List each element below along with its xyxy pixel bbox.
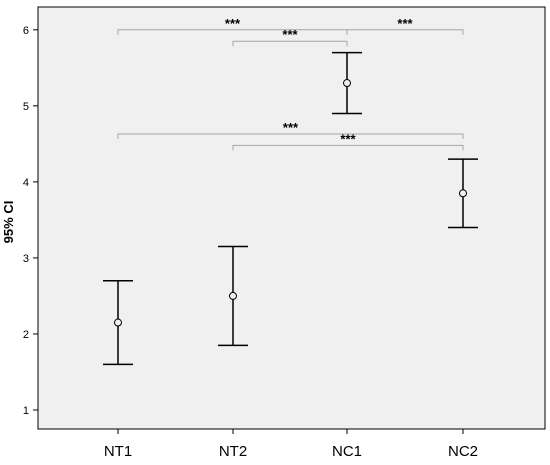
error-bar-nt1: [103, 279, 133, 366]
bracket-nt2-nc2: ***: [232, 131, 464, 151]
error-bar-nc2: [448, 158, 478, 229]
bracket-line: [232, 144, 464, 151]
y-tick-label: 6: [23, 25, 29, 37]
bracket-line: [346, 29, 464, 35]
error-bar-nc1: [332, 51, 362, 115]
bracket-line: [117, 133, 464, 139]
plot-area: [37, 6, 546, 430]
x-tick-label: NC2: [448, 443, 478, 460]
x-tick-label: NT2: [219, 443, 247, 460]
x-tick-label: NC1: [332, 443, 362, 460]
mean-marker: [114, 318, 122, 327]
mean-marker: [229, 291, 237, 300]
y-tick-label: 3: [23, 253, 29, 265]
bracket-line: [232, 40, 348, 47]
y-tick-label: 4: [23, 177, 29, 189]
x-axis: NT1 NT2 NC1 NC2: [104, 429, 478, 460]
y-tick-label: 1: [23, 405, 29, 417]
bracket-nt2-nc1: ***: [232, 27, 348, 47]
error-bar-nt2: [218, 245, 248, 347]
y-tick-label: 2: [23, 329, 29, 341]
y-axis-title: 95% CI: [1, 201, 16, 244]
bracket-nc1-nc2: ***: [346, 16, 464, 35]
error-bars: [103, 51, 478, 366]
significance-brackets: *** *** *** *** ***: [117, 16, 464, 151]
significance-label: ***: [397, 16, 413, 31]
x-tick-label: NT1: [104, 443, 132, 460]
mean-marker: [459, 189, 467, 198]
significance-label: ***: [225, 16, 241, 31]
y-tick-label: 5: [23, 101, 29, 113]
y-axis: 1 2 3 4 5 6: [23, 25, 38, 417]
bracket-nt1-nc2: ***: [117, 120, 464, 139]
significance-label: ***: [282, 27, 298, 42]
significance-label: ***: [283, 120, 299, 135]
significance-label: ***: [340, 131, 356, 146]
mean-marker: [343, 79, 351, 88]
